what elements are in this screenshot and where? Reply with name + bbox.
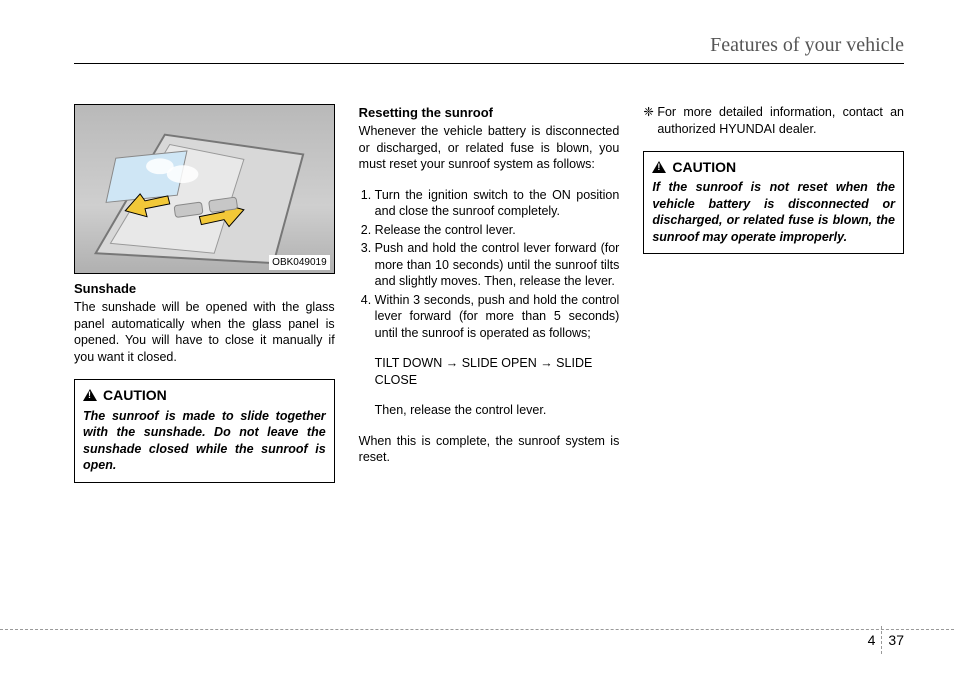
done-line: When this is complete, the sunroof syste… bbox=[359, 433, 620, 466]
columns: OBK049019 Sunshade The sunshade will be … bbox=[74, 104, 904, 483]
sunshade-figure: OBK049019 bbox=[74, 104, 335, 274]
spacer bbox=[359, 345, 620, 355]
warning-icon bbox=[652, 161, 666, 173]
step-1: Turn the ignition switch to the ON posit… bbox=[375, 187, 620, 220]
spacer bbox=[359, 173, 620, 183]
warning-icon bbox=[83, 389, 97, 401]
reset-intro: Whenever the vehicle battery is disconne… bbox=[359, 123, 620, 173]
page-footer: 4 37 bbox=[0, 629, 954, 651]
sunroof-illustration bbox=[75, 105, 334, 273]
spacer bbox=[359, 388, 620, 402]
chapter-title: Features of your vehicle bbox=[710, 34, 904, 56]
caution-label-1: CAUTION bbox=[103, 386, 167, 404]
spacer bbox=[359, 419, 620, 433]
column-1: OBK049019 Sunshade The sunshade will be … bbox=[74, 104, 335, 483]
note-symbol: ❈ bbox=[643, 104, 657, 137]
note-text: For more detailed information, contact a… bbox=[657, 104, 904, 137]
page: Features of your vehicle OBK bbox=[0, 0, 954, 685]
caution-title-2: CAUTION bbox=[652, 158, 895, 176]
caution-label-2: CAUTION bbox=[672, 158, 736, 176]
caution-title-1: CAUTION bbox=[83, 386, 326, 404]
step-2: Release the control lever. bbox=[375, 222, 620, 239]
release-line: Then, release the control lever. bbox=[359, 402, 620, 419]
caution-box-1: CAUTION The sunroof is made to slide tog… bbox=[74, 379, 335, 482]
sunshade-body: The sunshade will be opened with the gla… bbox=[74, 299, 335, 365]
step-4: Within 3 seconds, push and hold the cont… bbox=[375, 292, 620, 342]
page-number-block: 4 37 bbox=[868, 626, 904, 654]
section-number: 4 bbox=[868, 626, 883, 654]
page-number: 37 bbox=[882, 632, 904, 648]
page-header: Features of your vehicle bbox=[74, 34, 904, 64]
caution-body-1: The sunroof is made to slide together wi… bbox=[83, 408, 326, 474]
figure-code: OBK049019 bbox=[269, 255, 330, 270]
column-2: Resetting the sunroof Whenever the vehic… bbox=[359, 104, 620, 483]
reset-steps: Turn the ignition switch to the ON posit… bbox=[359, 187, 620, 342]
caution-body-2: If the sunroof is not reset when the veh… bbox=[652, 179, 895, 245]
sequence-line: TILT DOWN → SLIDE OPEN → SLIDE CLOSE bbox=[359, 355, 620, 388]
dealer-note: ❈ For more detailed information, contact… bbox=[643, 104, 904, 137]
reset-heading: Resetting the sunroof bbox=[359, 104, 620, 121]
sunshade-heading: Sunshade bbox=[74, 280, 335, 297]
column-3: ❈ For more detailed information, contact… bbox=[643, 104, 904, 483]
step-3: Push and hold the control lever forward … bbox=[375, 240, 620, 290]
caution-box-2: CAUTION If the sunroof is not reset when… bbox=[643, 151, 904, 254]
